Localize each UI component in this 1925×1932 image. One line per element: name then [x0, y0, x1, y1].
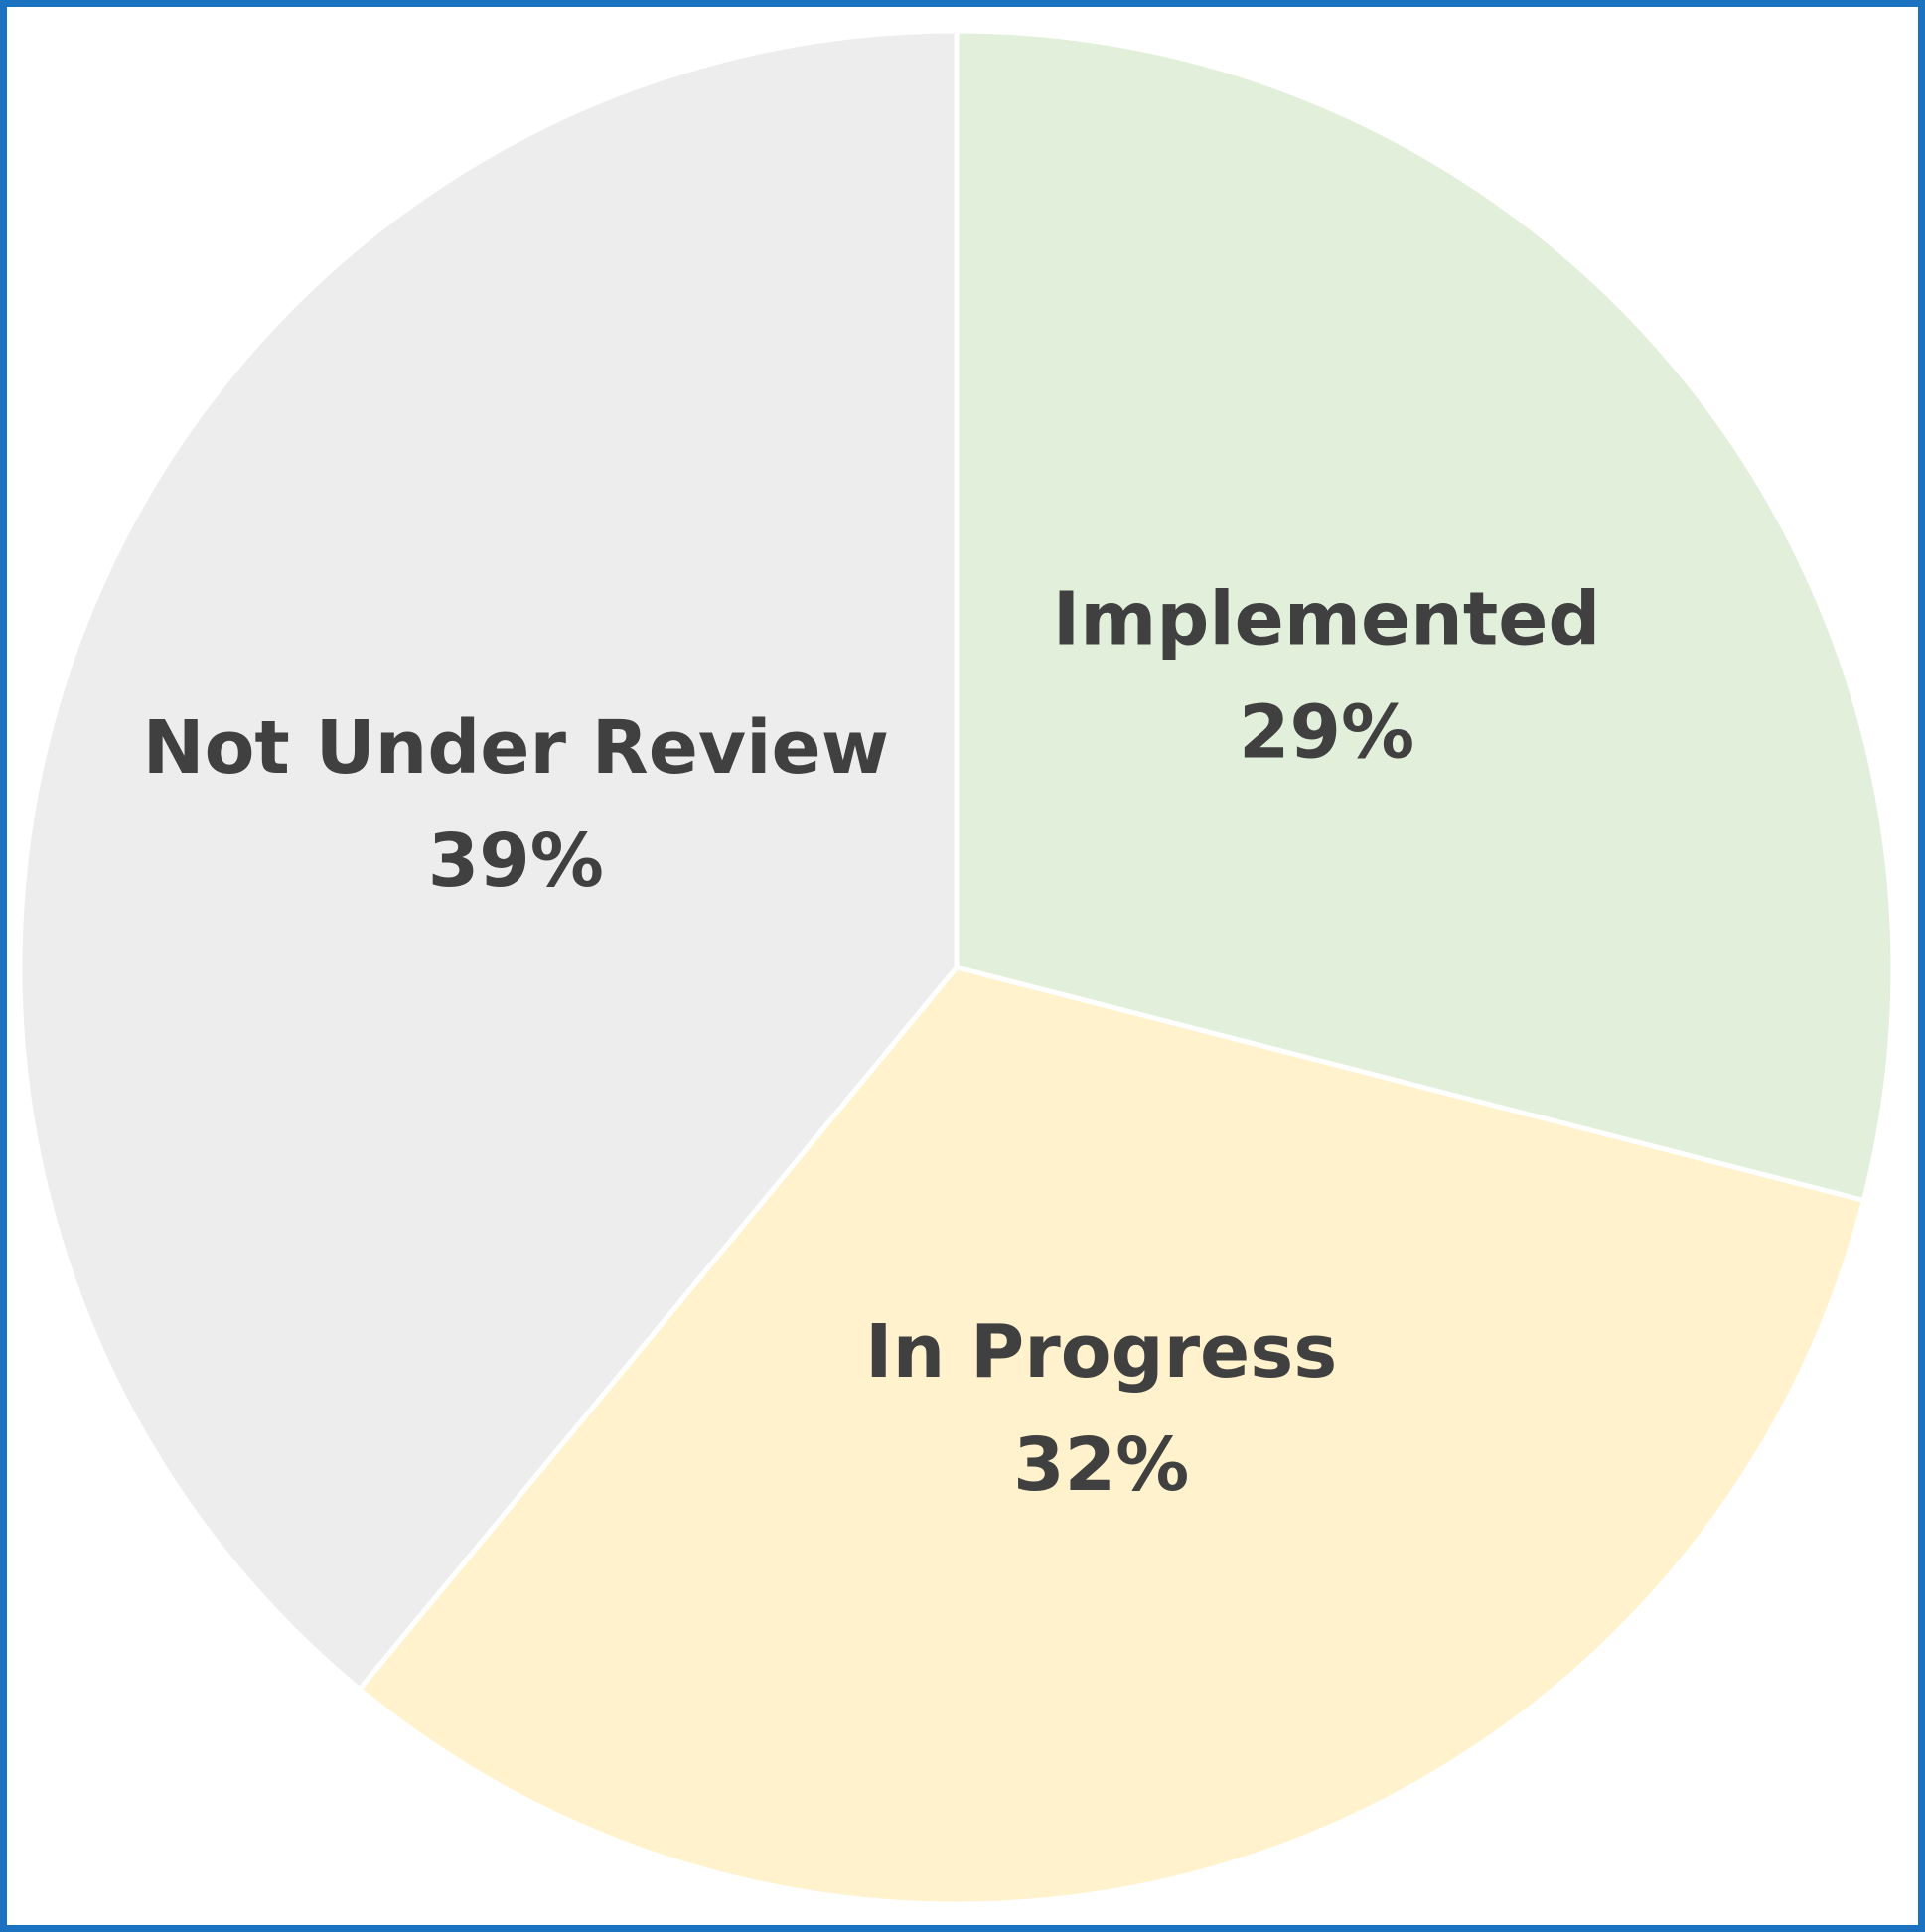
- slice-label: Not Under Review: [143, 705, 889, 791]
- slice-label: In Progress: [865, 1309, 1337, 1395]
- value-label: 32%: [1013, 1422, 1189, 1508]
- slice-label: Implemented: [1053, 577, 1601, 663]
- value-label: 29%: [1239, 690, 1414, 776]
- value-label: 39%: [428, 818, 604, 904]
- pie-slice: [17, 28, 960, 1694]
- pie-slice: [954, 28, 1896, 1204]
- pie-slice: [356, 965, 1867, 1907]
